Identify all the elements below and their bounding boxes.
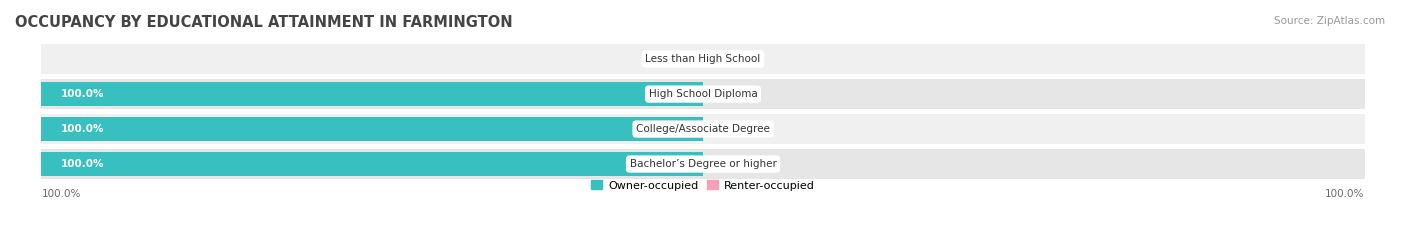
Legend: Owner-occupied, Renter-occupied: Owner-occupied, Renter-occupied [586,176,820,195]
Text: 100.0%: 100.0% [41,189,80,199]
Text: 100.0%: 100.0% [62,124,105,134]
Text: Source: ZipAtlas.com: Source: ZipAtlas.com [1274,16,1385,26]
Text: 100.0%: 100.0% [62,89,105,99]
Bar [41,82,703,106]
Text: OCCUPANCY BY EDUCATIONAL ATTAINMENT IN FARMINGTON: OCCUPANCY BY EDUCATIONAL ATTAINMENT IN F… [15,15,513,30]
Bar [41,117,703,141]
Bar [41,152,703,176]
Bar [41,149,1365,179]
Text: 0.0%: 0.0% [723,124,749,134]
Text: 100.0%: 100.0% [1326,189,1365,199]
Text: 0.0%: 0.0% [723,159,749,169]
Text: Bachelor’s Degree or higher: Bachelor’s Degree or higher [630,159,776,169]
Text: High School Diploma: High School Diploma [648,89,758,99]
Bar [41,114,1365,144]
Text: 100.0%: 100.0% [62,159,105,169]
Text: 0.0%: 0.0% [664,54,690,64]
Text: 0.0%: 0.0% [723,54,749,64]
Bar [41,44,1365,74]
Text: 0.0%: 0.0% [723,89,749,99]
Text: College/Associate Degree: College/Associate Degree [636,124,770,134]
Text: Less than High School: Less than High School [645,54,761,64]
Bar [41,79,1365,109]
